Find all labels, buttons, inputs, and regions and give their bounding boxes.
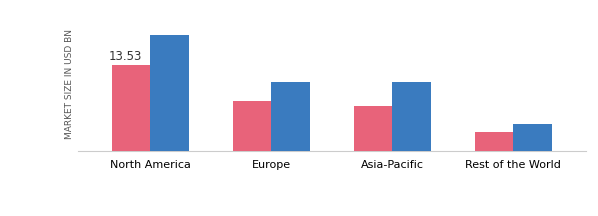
Bar <box>150 35 189 151</box>
Bar <box>514 124 552 151</box>
Bar <box>271 82 310 151</box>
Text: 13.53: 13.53 <box>108 50 142 63</box>
Bar <box>233 102 271 151</box>
Bar <box>353 106 392 151</box>
Bar <box>392 82 431 151</box>
Y-axis label: MARKET SIZE IN USD BN: MARKET SIZE IN USD BN <box>65 29 74 139</box>
Bar <box>112 65 150 151</box>
Bar <box>475 132 514 151</box>
